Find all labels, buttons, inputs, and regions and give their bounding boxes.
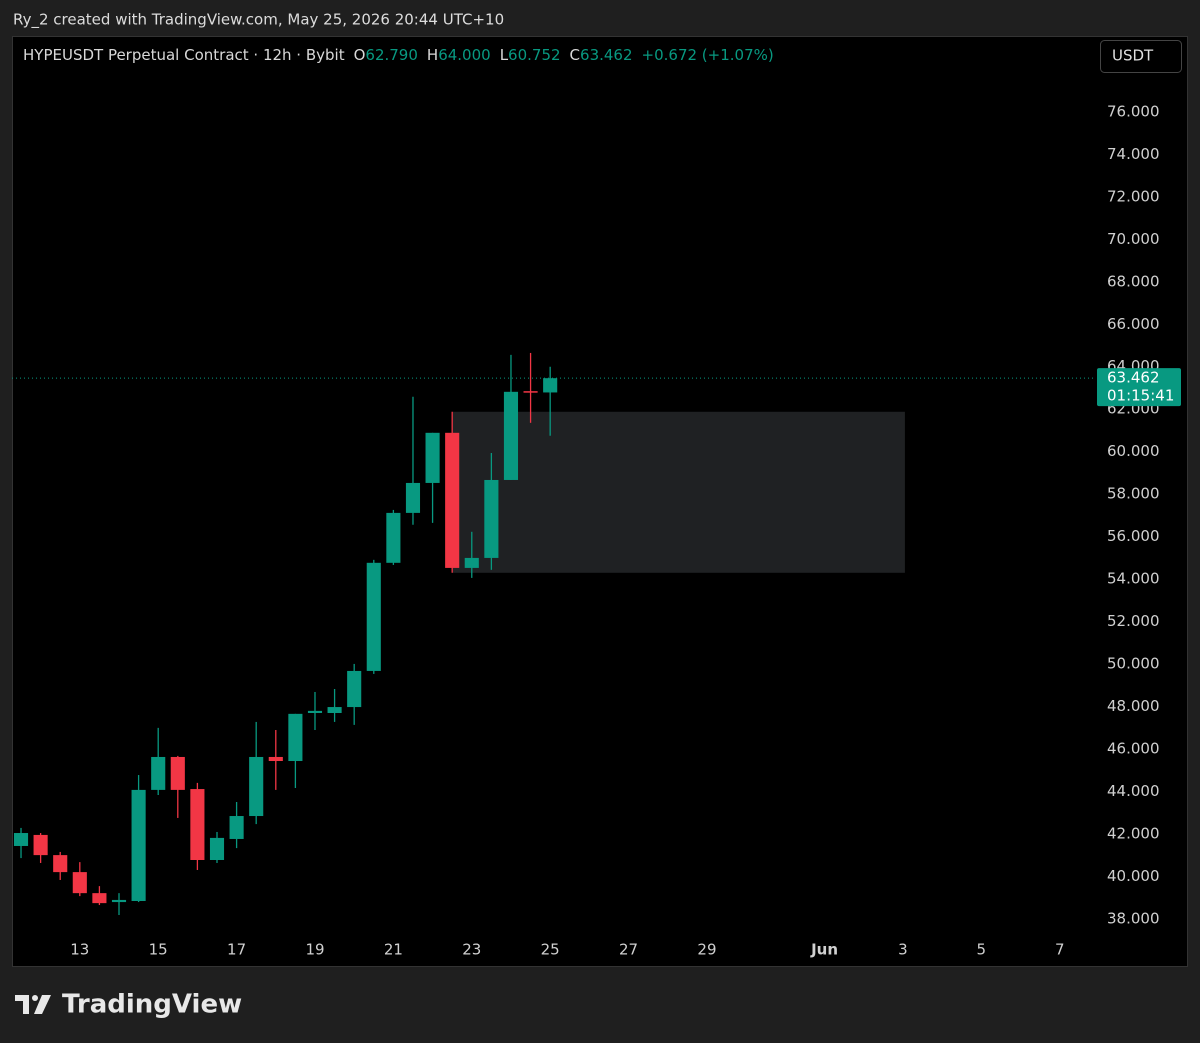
y-tick-label: 48.000 bbox=[1107, 697, 1160, 715]
y-tick-label: 38.000 bbox=[1107, 910, 1160, 928]
candle-body bbox=[209, 837, 225, 860]
y-tick-label: 46.000 bbox=[1107, 740, 1160, 758]
y-tick-label: 72.000 bbox=[1107, 187, 1160, 205]
y-tick-label: 50.000 bbox=[1107, 655, 1160, 673]
candle-body bbox=[131, 789, 146, 901]
logo-mark bbox=[15, 995, 29, 1014]
logo-mark bbox=[32, 995, 38, 1001]
legend-item: O bbox=[354, 46, 366, 64]
candle-body bbox=[386, 512, 401, 563]
y-tick-label: 54.000 bbox=[1107, 570, 1160, 588]
legend-item: H bbox=[427, 46, 438, 64]
x-tick-label: 21 bbox=[384, 941, 403, 959]
branding: TradingView bbox=[62, 990, 242, 1020]
candle-body bbox=[405, 482, 421, 513]
candle-body bbox=[523, 391, 538, 393]
candle-body bbox=[190, 789, 205, 860]
candle-body bbox=[425, 432, 440, 483]
y-tick-label: 58.000 bbox=[1107, 485, 1160, 503]
legend-item: C bbox=[570, 46, 580, 64]
legend: HYPEUSDT Perpetual Contract · 12h · Bybi… bbox=[23, 46, 774, 64]
legend-item: L bbox=[500, 46, 509, 64]
plot bbox=[12, 352, 1095, 916]
x-tick-label: 25 bbox=[541, 941, 560, 959]
price-tag bbox=[1097, 368, 1181, 407]
candle-body bbox=[503, 391, 519, 480]
candle-body bbox=[268, 756, 283, 762]
x-tick-label: 23 bbox=[462, 941, 481, 959]
price-tag-label: 63.462 bbox=[1107, 369, 1160, 387]
legend-item: 60.752 bbox=[508, 46, 561, 64]
y-tick-label: 44.000 bbox=[1107, 782, 1160, 800]
x-tick-label: 7 bbox=[1055, 941, 1065, 959]
y-tick-label: 66.000 bbox=[1107, 315, 1160, 333]
candle-body bbox=[327, 707, 342, 714]
legend-item: 63.462 bbox=[580, 46, 633, 64]
y-tick-label: 42.000 bbox=[1107, 825, 1160, 843]
x-tick-label: 3 bbox=[898, 941, 908, 959]
y-tick-label: 76.000 bbox=[1107, 102, 1160, 120]
candle-body bbox=[347, 670, 362, 708]
currency-label[interactable]: USDT bbox=[1112, 47, 1154, 65]
candle-body bbox=[111, 899, 127, 903]
logo bbox=[15, 995, 51, 1014]
legend-item: 62.790 bbox=[365, 46, 418, 64]
legend-item: HYPEUSDT Perpetual Contract · 12h · Bybi… bbox=[23, 46, 345, 64]
x-tick-label: 27 bbox=[619, 941, 638, 959]
candle-body bbox=[33, 834, 48, 856]
legend-item: 64.000 bbox=[438, 46, 491, 64]
x-tick-label: 17 bbox=[227, 941, 246, 959]
y-tick-label: 70.000 bbox=[1107, 230, 1160, 248]
candle-body bbox=[445, 432, 460, 568]
candle-body bbox=[464, 557, 479, 568]
zone bbox=[452, 411, 905, 573]
y-tick-label: 60.000 bbox=[1107, 442, 1160, 460]
y-tick-label: 68.000 bbox=[1107, 272, 1160, 290]
header: Ry_2 created with TradingView.com, May 2… bbox=[13, 11, 504, 30]
x-tick-label: 13 bbox=[70, 941, 89, 959]
candle-body bbox=[307, 710, 323, 714]
candle-body bbox=[92, 893, 107, 904]
currency-button[interactable] bbox=[1100, 40, 1182, 73]
candle-body bbox=[543, 378, 558, 393]
candle-body bbox=[249, 756, 264, 817]
candle-body bbox=[229, 816, 244, 839]
y-tick-label: 40.000 bbox=[1107, 867, 1160, 885]
candle-body bbox=[53, 855, 68, 873]
candle-body bbox=[366, 562, 381, 671]
legend-item: +0.672 (+1.07%) bbox=[642, 46, 774, 64]
x-tick-label: 15 bbox=[149, 941, 168, 959]
countdown: 01:15:41 bbox=[1107, 387, 1174, 405]
candle-body bbox=[288, 713, 303, 762]
y-tick-label: 52.000 bbox=[1107, 612, 1160, 630]
candle-body bbox=[72, 872, 87, 894]
y-tick-label: 56.000 bbox=[1107, 527, 1160, 545]
x-tick-label: 19 bbox=[305, 941, 324, 959]
logo-mark bbox=[34, 995, 51, 1014]
x-tick-label: 5 bbox=[977, 941, 987, 959]
candle-body bbox=[151, 756, 166, 790]
candle-body bbox=[13, 833, 29, 846]
y-tick-label: 74.000 bbox=[1107, 145, 1160, 163]
candle-body bbox=[170, 756, 185, 790]
candle-body bbox=[484, 479, 499, 558]
x-tick-label: 29 bbox=[697, 941, 716, 959]
x-tick-label: Jun bbox=[810, 941, 838, 959]
